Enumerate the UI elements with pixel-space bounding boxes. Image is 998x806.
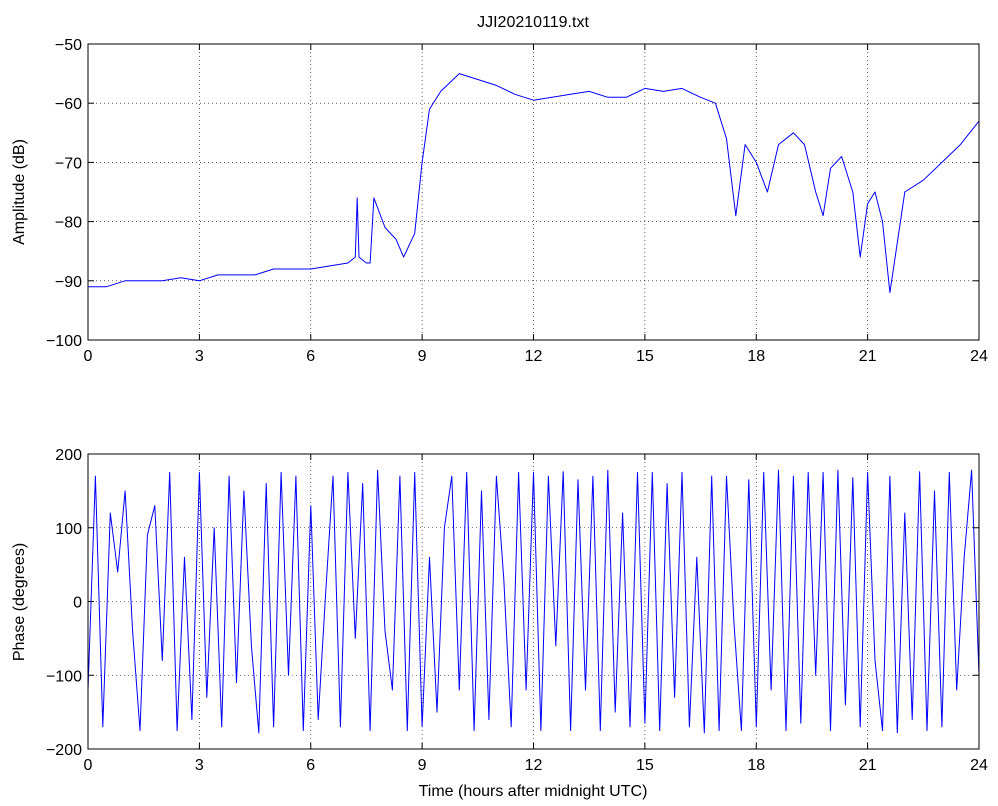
amplitude-xtick-label: 3 [195,348,204,365]
amplitude-ytick-label: −100 [46,333,82,350]
amplitude-xtick-label: 0 [84,348,93,365]
phase-xlabel: Time (hours after midnight UTC) [419,783,648,800]
amplitude-xtick-label: 6 [306,348,315,365]
phase-ytick-label: 0 [73,595,82,612]
amplitude-xtick-label: 12 [525,348,543,365]
phase-axes: 0 3 6 9 12 15 18 21 24 −200 −100 0 100 200 Phase (deg… [11,447,988,800]
amplitude-xtick-label: 21 [859,348,877,365]
phase-ylabel: Phase (degrees) [11,543,28,661]
phase-xtick-label: 3 [195,757,204,774]
phase-ticks: 0 3 6 9 12 15 18 21 24 −200 −100 0 100 200 [46,447,988,774]
phase-xtick-label: 15 [636,757,654,774]
amplitude-ytick-label: −50 [55,37,82,54]
amplitude-grid [88,44,979,340]
amplitude-series [88,73,980,294]
amplitude-ticks: 0 3 6 9 12 15 18 21 24 −100 −90 −80 −70 −60 −50 [46,37,988,365]
phase-ytick-label: 200 [55,447,82,464]
amplitude-ytick-label: −90 [55,274,82,291]
amplitude-ytick-label: −60 [55,96,82,113]
phase-ytick-label: 100 [55,521,82,538]
phase-ytick-label: −200 [46,742,82,759]
phase-ytick-label: −100 [46,668,82,685]
phase-xtick-label: 0 [84,757,93,774]
amplitude-ytick-label: −80 [55,215,82,232]
phase-xtick-label: 12 [525,757,543,774]
amplitude-xtick-label: 18 [747,348,765,365]
amplitude-series-line [88,73,980,294]
amplitude-ytick-label: −70 [55,155,82,172]
phase-xtick-label: 18 [747,757,765,774]
phase-series-line [87,469,980,734]
phase-xtick-label: 24 [970,757,988,774]
amplitude-xtick-label: 9 [418,348,427,365]
phase-xtick-label: 6 [306,757,315,774]
phase-series [87,469,980,734]
amplitude-xtick-label: 15 [636,348,654,365]
phase-xtick-label: 21 [859,757,877,774]
figure-title: JJI20210119.txt [477,14,589,31]
phase-xtick-label: 9 [418,757,427,774]
amplitude-ylabel: Amplitude (dB) [11,139,28,245]
amplitude-xtick-label: 24 [970,348,988,365]
amplitude-axes: 0 3 6 9 12 15 18 21 24 −100 −90 −80 −70 −60 −50 Amplit… [11,37,988,365]
